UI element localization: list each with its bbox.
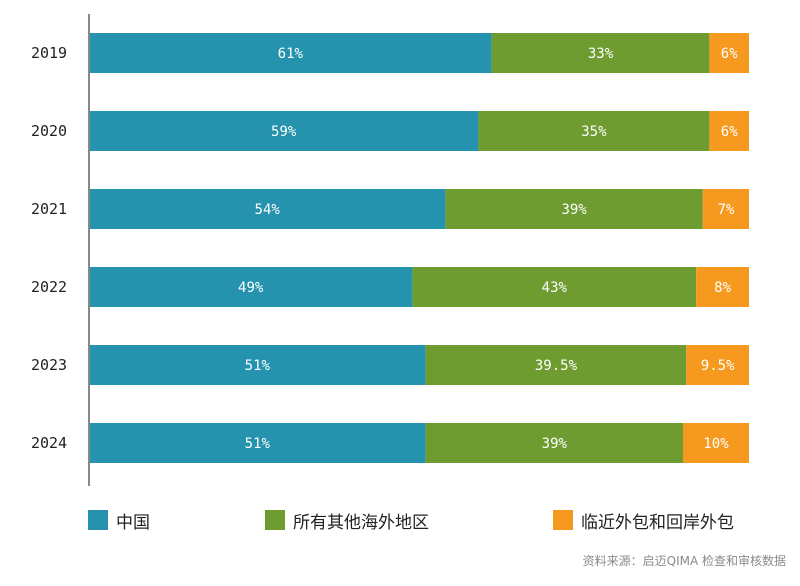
legend-label-other-overseas: 所有其他海外地区 (293, 512, 429, 533)
data-label-2023-series-1: 39.5% (535, 358, 578, 374)
data-label-2022-series-1: 43% (542, 280, 568, 296)
data-label-2022-series-0: 49% (238, 280, 264, 296)
bar-2020-series-1 (478, 111, 710, 151)
bar-2023-series-0 (89, 345, 426, 385)
bar-2019-series-1 (491, 33, 710, 73)
data-label-2021-series-1: 39% (561, 202, 587, 218)
data-label-2023-series-0: 51% (245, 358, 271, 374)
legend-swatch-other-overseas (265, 510, 285, 530)
bar-2022-series-0 (89, 267, 413, 307)
category-label-2021: 2021 (31, 200, 67, 218)
bar-2024-series-0 (89, 423, 426, 463)
bar-2023-series-2 (686, 345, 749, 385)
bar-2019-series-2 (709, 33, 749, 73)
bars-layer: 61% 33% 6% 59% 35% 6% 54% 39% 7% 49% 43% 8% 51% 39.5%… (89, 33, 749, 463)
data-label-2024-series-1: 39% (542, 436, 568, 452)
bar-2021-series-1 (445, 189, 703, 229)
data-label-2019-series-2: 6% (721, 46, 738, 62)
legend-item-nearshoring: 临近外包和回岸外包 (553, 505, 734, 535)
legend-swatch-nearshoring (553, 510, 573, 530)
bar-2020-series-0 (89, 111, 479, 151)
data-label-2024-series-2: 10% (703, 436, 729, 452)
bar-2021-series-0 (89, 189, 446, 229)
category-label-2023: 2023 (31, 356, 67, 374)
source-note: 资料来源：启迈QIMA 检查和审核数据 (582, 554, 786, 568)
bar-2021-series-2 (702, 189, 749, 229)
bar-2022-series-2 (696, 267, 749, 307)
legend-item-other-overseas: 所有其他海外地区 (265, 505, 429, 535)
legend-item-china: 中国 (88, 505, 150, 535)
bar-2023-series-1 (425, 345, 687, 385)
data-label-2024-series-0: 51% (245, 436, 271, 452)
data-label-2022-series-2: 8% (714, 280, 731, 296)
data-label-2023-series-2: 9.5% (701, 358, 735, 374)
data-label-2020-series-0: 59% (271, 124, 297, 140)
legend-swatch-china (88, 510, 108, 530)
bar-2024-series-2 (683, 423, 749, 463)
category-label-2019: 2019 (31, 44, 67, 62)
data-label-2021-series-0: 54% (255, 202, 281, 218)
legend-label-china: 中国 (116, 512, 150, 533)
category-labels: 2019 2020 2021 2022 2023 2024 (31, 44, 67, 452)
bar-2020-series-2 (709, 111, 749, 151)
category-label-2020: 2020 (31, 122, 67, 140)
data-label-2019-series-0: 61% (278, 46, 304, 62)
data-label-2021-series-2: 7% (717, 202, 734, 218)
category-label-2022: 2022 (31, 278, 67, 296)
bar-2024-series-1 (425, 423, 683, 463)
data-label-2019-series-1: 33% (588, 46, 614, 62)
category-label-2024: 2024 (31, 434, 67, 452)
bar-2019-series-0 (89, 33, 492, 73)
data-label-2020-series-1: 35% (581, 124, 607, 140)
bar-2022-series-1 (412, 267, 697, 307)
data-label-2020-series-2: 6% (721, 124, 738, 140)
legend-label-nearshoring: 临近外包和回岸外包 (581, 512, 734, 533)
